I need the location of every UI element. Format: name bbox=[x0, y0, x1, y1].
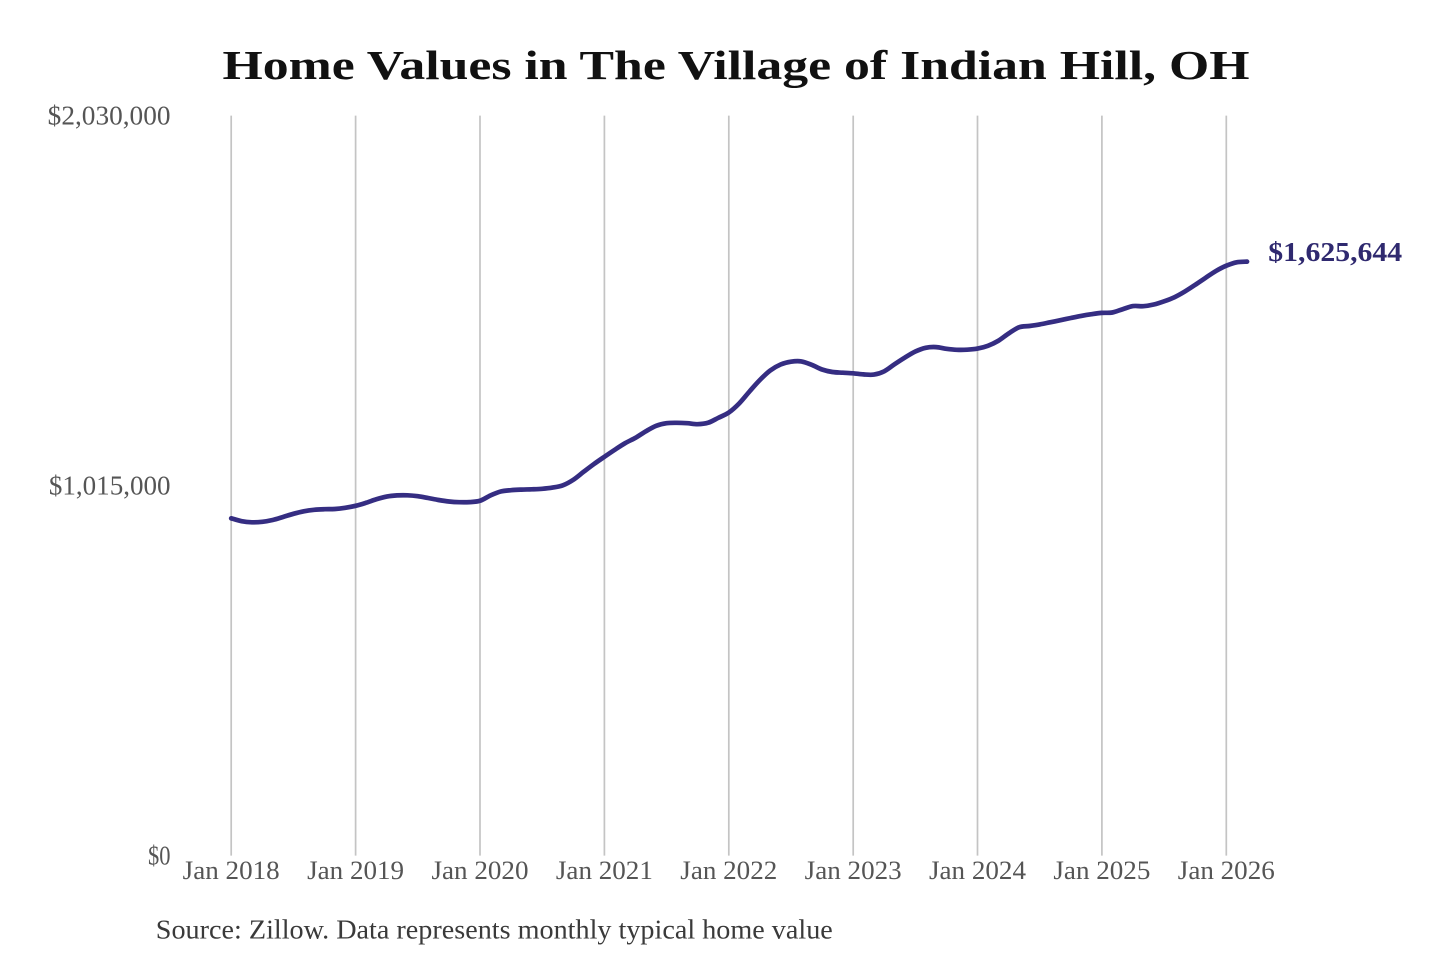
svg-text:Jan 2020: Jan 2020 bbox=[432, 856, 529, 885]
svg-text:$0: $0 bbox=[148, 841, 171, 871]
svg-text:Jan 2022: Jan 2022 bbox=[680, 856, 777, 885]
svg-text:Jan 2023: Jan 2023 bbox=[805, 856, 902, 885]
svg-text:Source: Zillow. Data represent: Source: Zillow. Data represents monthly … bbox=[156, 915, 833, 945]
svg-text:$1,625,644: $1,625,644 bbox=[1268, 237, 1402, 267]
svg-text:Home Values in The Village of: Home Values in The Village of Indian Hil… bbox=[223, 42, 1250, 88]
svg-text:$2,030,000: $2,030,000 bbox=[48, 101, 171, 131]
svg-text:Jan 2025: Jan 2025 bbox=[1053, 856, 1150, 885]
svg-text:Jan 2024: Jan 2024 bbox=[929, 856, 1026, 885]
svg-text:$1,015,000: $1,015,000 bbox=[49, 470, 171, 500]
svg-text:Jan 2019: Jan 2019 bbox=[307, 856, 404, 885]
svg-text:Jan 2021: Jan 2021 bbox=[556, 856, 653, 885]
svg-text:Jan 2026: Jan 2026 bbox=[1178, 856, 1275, 885]
svg-text:Jan 2018: Jan 2018 bbox=[183, 856, 280, 885]
